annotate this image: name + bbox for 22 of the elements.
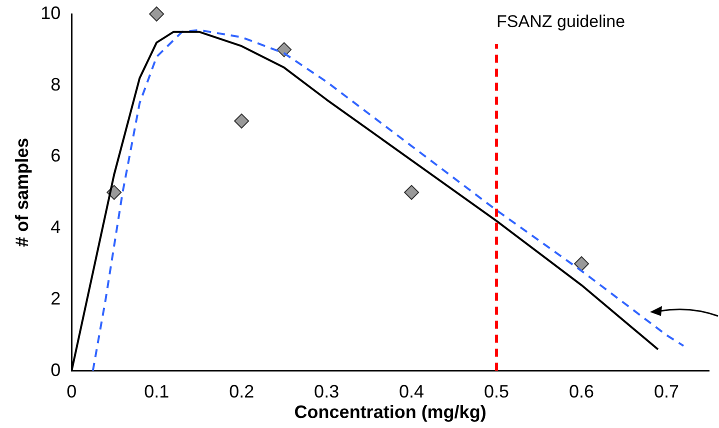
y-tick-label: 4	[50, 217, 61, 238]
x-tick-label: 0.1	[144, 382, 170, 402]
x-tick-label: 0.4	[399, 382, 424, 402]
x-tick-label: 0.5	[484, 382, 510, 402]
x-tick-label: 0.3	[314, 382, 340, 402]
ref-line-label: FSANZ guideline	[496, 12, 626, 32]
x-tick-label: 0.2	[229, 382, 254, 402]
point	[404, 184, 420, 200]
y-axis-title: # of samples	[12, 138, 32, 247]
x-tick-label: 0.6	[569, 382, 594, 402]
y-tick-label: 2	[50, 288, 61, 308]
point	[149, 6, 164, 22]
x-axis-title: Concentration (mg/kg)	[294, 402, 486, 422]
point	[276, 42, 292, 58]
y-tick-label: 8	[50, 74, 61, 94]
y-tick-label: 6	[50, 146, 61, 166]
point	[574, 256, 590, 272]
y-tick-label: 0	[50, 360, 61, 380]
point	[234, 114, 250, 129]
x-tick-label: 0.7	[654, 382, 680, 402]
y-tick-label: 10	[40, 2, 61, 23]
x-tick-label: 0	[66, 382, 77, 402]
